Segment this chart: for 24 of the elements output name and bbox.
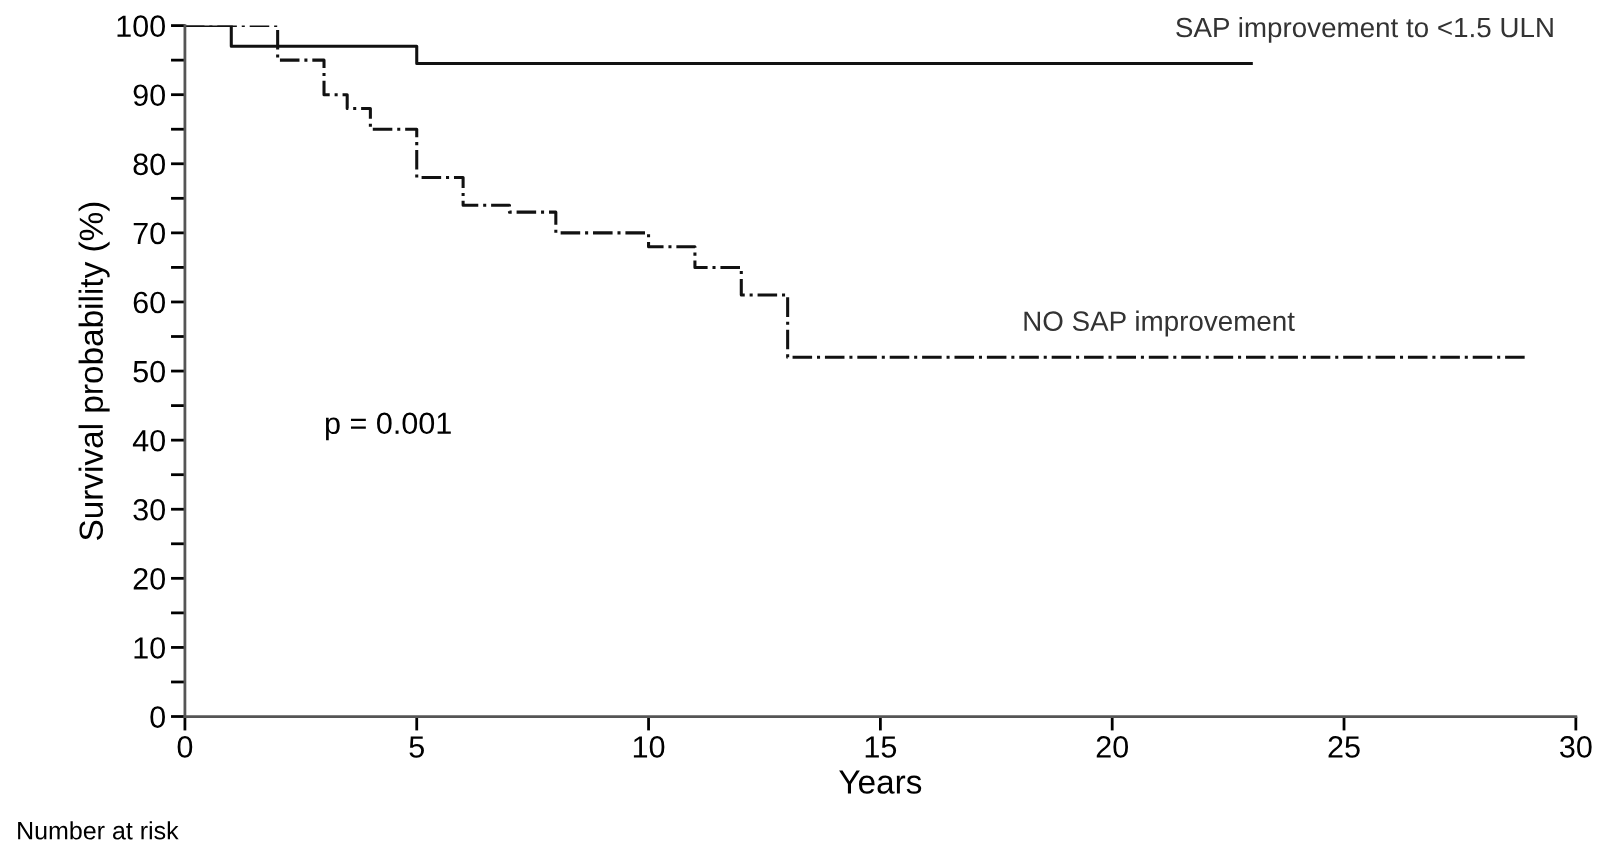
y-tick-label: 60 xyxy=(133,291,165,314)
x-tick-label: 25 xyxy=(1328,736,1360,758)
annotation: p = 0.001 xyxy=(325,412,451,441)
y-tick-label: 40 xyxy=(132,429,165,452)
x-tick-label: 10 xyxy=(633,736,665,758)
text: Number at risk xyxy=(18,821,179,840)
y-tick-label: 100 xyxy=(117,15,165,37)
y-tick-label: 0 xyxy=(150,706,165,728)
x-tick-label: 5 xyxy=(409,736,424,758)
x-tick-label: 15 xyxy=(865,736,897,758)
y-tick-label: 80 xyxy=(133,153,165,176)
y-tick-label: 90 xyxy=(133,84,165,107)
y-tick-label: 20 xyxy=(133,568,165,590)
x-tick-label: 30 xyxy=(1560,736,1592,758)
series-label: NO SAP improvement xyxy=(1024,310,1295,337)
x-axis-title: Years xyxy=(839,770,922,794)
y-axis-title: Survival probability (%) xyxy=(78,202,110,540)
y-tick-label: 50 xyxy=(133,360,165,383)
y-tick-label: 30 xyxy=(133,498,165,521)
y-tick-label: 10 xyxy=(134,637,165,659)
y-tick-label: 70 xyxy=(133,222,165,245)
x-tick-label: 20 xyxy=(1096,736,1128,758)
series-label: SAP improvement to <1.5 ULN xyxy=(1176,16,1553,43)
x-tick-label: 0 xyxy=(177,736,193,758)
